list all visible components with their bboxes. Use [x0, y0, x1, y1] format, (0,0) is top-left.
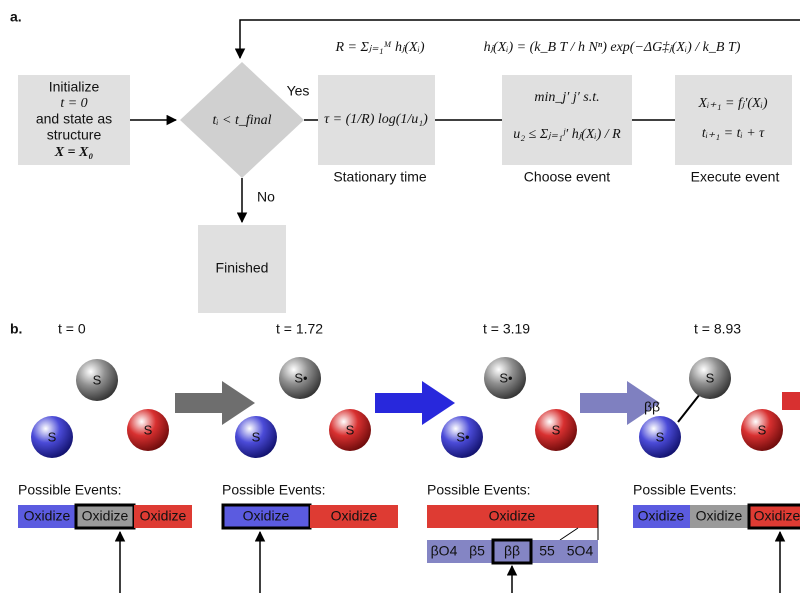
init-text: X = X₀ — [54, 145, 94, 160]
panel-label: b. — [10, 321, 22, 337]
bond-label: ββ — [644, 399, 660, 415]
event-label: Oxidize — [82, 508, 129, 524]
sphere-label: S• — [294, 370, 308, 385]
event-label: Oxidize — [24, 508, 71, 524]
panel-label: a. — [10, 9, 22, 25]
init-text: structure — [47, 127, 102, 143]
events-title: Possible Events: — [222, 482, 326, 498]
events-title: Possible Events: — [18, 482, 122, 498]
formula: u₂ ≤ Σⱼ₌₁ʲ′ hⱼ(Xᵢ) / R — [513, 127, 621, 142]
formula: tᵢ₊₁ = tᵢ + τ — [702, 126, 765, 141]
formula: R = Σⱼ₌₁ᴹ hⱼ(Xᵢ) — [335, 40, 425, 55]
caption: Execute event — [691, 169, 780, 185]
formula: hⱼ(Xᵢ) = (k_B T / h Nⁿ) exp(−ΔG‡ⱼ(Xᵢ) / … — [484, 40, 741, 55]
formula: min_j′ j′ s.t. — [534, 90, 599, 105]
finished-text: Finished — [216, 260, 269, 276]
sphere-label: S — [252, 429, 261, 444]
sphere-label: S — [144, 422, 153, 437]
no-label: No — [257, 189, 275, 205]
event-label: Oxidize — [696, 508, 743, 524]
init-text: and state as — [36, 111, 112, 127]
event-label: Oxidize — [489, 508, 536, 524]
sphere-label: S — [552, 422, 561, 437]
sub-event-label: β5 — [469, 543, 485, 559]
events-title: Possible Events: — [633, 482, 737, 498]
sphere-label: S — [346, 422, 355, 437]
panel-a: a. Initialize t = 0 and state as structu… — [10, 9, 800, 313]
event-label: Oxidize — [243, 508, 290, 524]
sphere-label: S — [758, 422, 767, 437]
event-label: Oxidize — [331, 508, 378, 524]
init-text: t = 0 — [60, 96, 87, 111]
yes-label: Yes — [287, 83, 310, 99]
sub-event-label: 55 — [539, 543, 555, 559]
time-label: t = 8.93 — [694, 321, 741, 337]
event-label: Oxidize — [140, 508, 187, 524]
bond — [678, 394, 700, 422]
sub-event-label: βO4 — [431, 543, 458, 559]
sphere-label: S — [706, 370, 715, 385]
sphere-label: S• — [499, 370, 513, 385]
formula: τ = (1/R) log(1/u₁) — [324, 112, 428, 127]
sphere-label: S — [656, 429, 665, 444]
execute-box — [675, 75, 792, 165]
condition-text: tᵢ < t_final — [212, 113, 271, 128]
event-label: Oxidize — [754, 508, 800, 524]
event-label: Oxidize — [638, 508, 685, 524]
caption: Choose event — [524, 169, 611, 185]
clipped-mark — [782, 392, 800, 410]
choose-box — [502, 75, 632, 165]
formula: Xᵢ₊₁ = fⱼ′(Xᵢ) — [698, 96, 768, 111]
sphere-label: S — [48, 429, 57, 444]
time-label: t = 1.72 — [276, 321, 323, 337]
panel-b: b. t = 0 t = 1.72 t = 3.19 t = 8.93 ββ S… — [10, 321, 800, 593]
init-text: Initialize — [49, 79, 100, 95]
step-arrow — [375, 381, 455, 425]
time-label: t = 0 — [58, 321, 86, 337]
sub-event-label: ββ — [504, 543, 520, 559]
step-arrow — [175, 381, 255, 425]
sub-event-label: 5O4 — [567, 543, 594, 559]
sphere-label: S• — [456, 429, 470, 444]
sphere-label: S — [93, 372, 102, 387]
figure: a. Initialize t = 0 and state as structu… — [0, 0, 800, 593]
caption: Stationary time — [333, 169, 427, 185]
time-label: t = 3.19 — [483, 321, 530, 337]
events-title: Possible Events: — [427, 482, 531, 498]
